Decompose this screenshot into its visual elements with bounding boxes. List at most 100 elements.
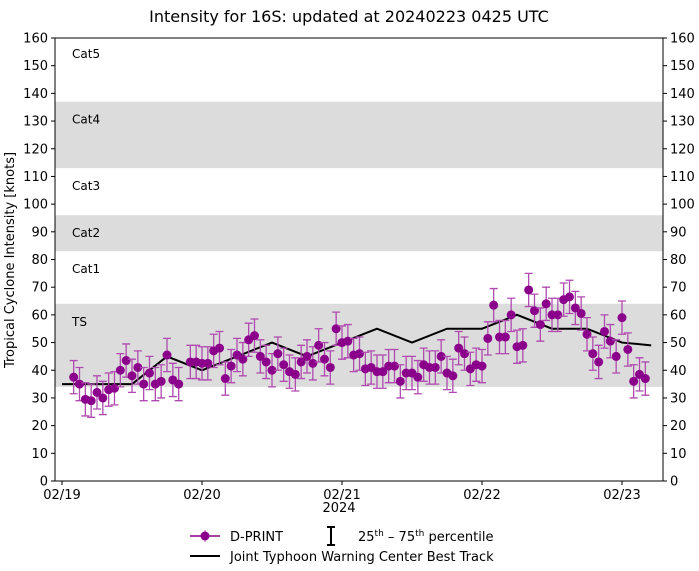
dprint-point — [162, 350, 172, 360]
dprint-point — [600, 326, 609, 336]
y-tick-label-left: 50 — [31, 336, 48, 351]
x-tick-label: 02/22 — [463, 488, 500, 503]
dprint-point — [308, 358, 318, 368]
legend: D-PRINT 25th – 75th percentile Joint Typ… — [190, 526, 494, 565]
dprint-point — [524, 285, 534, 295]
legend-percentile-label: 25th – 75th percentile — [358, 529, 493, 545]
dprint-point — [325, 362, 335, 372]
y-tick-label-left: 80 — [31, 253, 48, 268]
dprint-point — [500, 332, 510, 342]
dprint-point — [395, 376, 405, 386]
y-tick-label-left: 130 — [23, 115, 48, 130]
y-tick-label-left: 10 — [31, 447, 48, 462]
x-axis-label: 2024 — [322, 501, 355, 516]
dprint-point — [98, 393, 108, 403]
dprint-point — [448, 371, 458, 381]
y-tick-label-right: 70 — [670, 281, 687, 296]
legend-besttrack-label: Joint Typhoon Warning Center Best Track — [229, 550, 494, 565]
band-label-cat2: Cat2 — [72, 226, 100, 240]
dprint-point — [594, 357, 604, 367]
y-tick-label-right: 150 — [670, 59, 695, 74]
dprint-point — [541, 299, 551, 309]
y-tick-label-left: 100 — [23, 198, 48, 213]
band-cat4 — [55, 101, 663, 169]
y-tick-label-right: 90 — [670, 225, 687, 240]
best-track-line — [62, 313, 652, 386]
y-tick-label-right: 130 — [670, 115, 695, 130]
dprint-point — [86, 396, 96, 406]
dprint-point — [454, 343, 464, 353]
dprint-point — [483, 333, 493, 343]
dprint-point — [69, 372, 79, 382]
dprint-point — [640, 374, 650, 384]
y-tick-label-left: 90 — [31, 225, 48, 240]
dprint-point — [133, 362, 143, 372]
dprint-point — [535, 320, 545, 330]
y-tick-label-right: 140 — [670, 87, 695, 102]
y-axis-label: Tropical Cyclone Intensity [knots] — [3, 152, 18, 369]
dprint-point — [518, 340, 528, 350]
dprint-point — [576, 308, 586, 318]
dprint-point — [565, 292, 574, 302]
y-tick-label-right: 60 — [670, 308, 687, 323]
dprint-point — [489, 300, 499, 310]
y-tick-label-right: 10 — [670, 447, 687, 462]
dprint-point — [378, 367, 388, 377]
dprint-point — [279, 360, 289, 370]
dprint-point — [553, 310, 563, 320]
dprint-point — [145, 368, 154, 378]
x-tick-label: 02/21 — [323, 488, 360, 503]
dprint-point — [460, 349, 469, 359]
y-tick-label-right: 120 — [670, 142, 695, 157]
dprint-point — [296, 357, 306, 367]
band-label-cat3: Cat3 — [72, 179, 100, 193]
y-tick-label-left: 140 — [23, 87, 48, 102]
dprint-point — [220, 374, 230, 384]
band-cat2 — [55, 215, 663, 252]
dprint-point — [139, 379, 149, 389]
dprint-point — [623, 344, 633, 354]
dprint-point — [588, 349, 598, 359]
y-tick-label-right: 30 — [670, 391, 687, 406]
dprint-point — [390, 361, 399, 371]
dprint-point — [320, 354, 329, 364]
dprint-point — [355, 349, 364, 359]
dprint-point — [261, 357, 271, 367]
dprint-point — [302, 351, 312, 361]
y-tick-label-right: 100 — [670, 198, 695, 213]
y-tick-label-right: 0 — [670, 475, 678, 490]
band-label-ts: TS — [71, 315, 87, 329]
dprint-point — [267, 365, 277, 375]
band-label-cat5: Cat5 — [72, 47, 100, 61]
y-tick-label-left: 110 — [23, 170, 48, 185]
dprint-point — [605, 336, 615, 346]
dprint-point — [477, 361, 487, 371]
y-tick-label-left: 0 — [40, 475, 48, 490]
y-tick-label-right: 160 — [670, 32, 695, 47]
y-tick-label-left: 150 — [23, 59, 48, 74]
y-tick-label-right: 20 — [670, 419, 687, 434]
y-tick-label-right: 80 — [670, 253, 687, 268]
dprint-point — [290, 369, 300, 379]
y-tick-label-left: 20 — [31, 419, 48, 434]
dprint-point — [226, 361, 236, 371]
dprint-point — [273, 349, 283, 359]
dprint-point — [215, 343, 224, 353]
dprint-point — [203, 358, 213, 368]
dprint-point — [250, 331, 259, 341]
x-tick-label: 02/20 — [183, 488, 220, 503]
dprint-point — [174, 379, 184, 389]
dprint-point — [121, 356, 131, 366]
y-tick-label-left: 30 — [31, 391, 48, 406]
band-label-cat4: Cat4 — [72, 113, 100, 127]
x-tick-label: 02/23 — [603, 488, 640, 503]
dprint-point — [611, 351, 621, 361]
dprint-point — [436, 351, 446, 361]
dprint-point — [92, 387, 102, 397]
dprint-point — [255, 351, 265, 361]
y-tick-label-left: 40 — [31, 364, 48, 379]
legend-dprint-marker — [200, 531, 210, 541]
band-label-cat1: Cat1 — [72, 262, 100, 276]
